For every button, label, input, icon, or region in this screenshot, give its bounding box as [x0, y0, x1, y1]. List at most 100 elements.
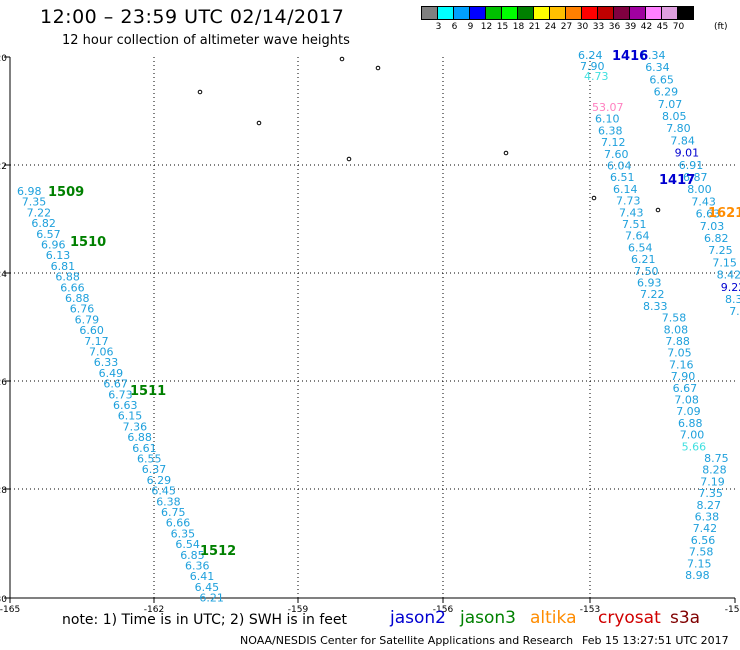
swh-value: 6.38	[598, 124, 623, 137]
legend-cryosat: cryosat	[598, 608, 661, 628]
swh-value: 7.35	[22, 196, 47, 209]
swh-value: 6.21	[631, 253, 656, 266]
swh-value: 7.80	[666, 122, 691, 135]
x-tick-label: -154	[725, 605, 740, 615]
swh-value: 6.88	[65, 292, 90, 305]
y-tick-label: -24	[0, 270, 7, 280]
island-marker	[256, 120, 262, 126]
swh-value: 6.34	[641, 49, 666, 62]
swh-value: 6.96	[41, 239, 66, 252]
swh-value: 6.51	[610, 171, 635, 184]
swh-value: 6.36	[185, 560, 210, 573]
swh-value: 6.66	[166, 517, 191, 530]
swh-value: 7.06	[89, 346, 114, 359]
swh-value: 6.45	[195, 581, 220, 594]
y-tick-label: -30	[0, 595, 7, 605]
swh-value: 8.98	[685, 569, 710, 582]
swh-value: 6.63	[696, 208, 721, 221]
color-scale-label: 6	[451, 22, 458, 32]
swh-value: 6.75	[161, 506, 186, 519]
swh-value: 6.54	[175, 538, 200, 551]
swh-value: 6.10	[595, 113, 620, 126]
swh-value: 7.43	[691, 195, 716, 208]
swh-value: 7.58	[689, 546, 714, 559]
island-marker	[197, 89, 203, 95]
color-scale-unit: (ft)	[714, 22, 728, 32]
swh-value: 7.43	[619, 206, 644, 219]
swh-value: 7.00	[680, 429, 705, 442]
swh-value: 6.57	[36, 228, 61, 241]
island-marker	[375, 65, 381, 71]
color-scale-label: 21	[528, 22, 541, 32]
swh-value: 6.63	[113, 399, 138, 412]
swh-value: 6.14	[613, 183, 638, 196]
swh-value: 7.15	[687, 557, 712, 570]
swh-value: 8.75	[704, 452, 729, 465]
color-scale-label: 70	[672, 22, 685, 32]
swh-value: 6.67	[673, 382, 698, 395]
color-scale-label: 45	[656, 22, 669, 32]
swh-value: 7.50	[634, 265, 659, 278]
swh-value: 6.81	[51, 260, 76, 273]
swh-value: 6.60	[79, 324, 104, 337]
swh-value: 7.15	[712, 256, 737, 269]
swh-value: 8.33	[643, 300, 668, 313]
legend-s3a: s3a	[670, 608, 701, 628]
color-scale-label: 12	[480, 22, 493, 32]
pass-label: 1416	[612, 49, 648, 64]
swh-value: 6.55	[137, 453, 162, 466]
y-tick-label: -28	[0, 486, 7, 496]
x-tick-label: -162	[144, 605, 164, 615]
swh-value: 7.90	[580, 60, 605, 73]
pass-label: 1621	[708, 206, 740, 221]
swh-value: 6.29	[147, 474, 172, 487]
swh-value: 6.33	[94, 356, 119, 369]
swh-value: 4.73	[584, 70, 609, 83]
island-marker	[655, 207, 661, 213]
swh-value: 8.27	[697, 499, 722, 512]
swh-value: 6.49	[99, 367, 124, 380]
color-scale-label: 15	[496, 22, 509, 32]
color-scale-label: 24	[544, 22, 557, 32]
y-tick-label: -20	[0, 54, 7, 64]
swh-value: 6.93	[637, 277, 662, 290]
swh-value: 6.45	[151, 485, 176, 498]
x-tick-label: -153	[580, 605, 600, 615]
swh-value: 6.29	[654, 86, 679, 99]
chart-title: 12:00 – 23:59 UTC 02/14/2017	[40, 6, 345, 28]
swh-value: 7.03	[700, 220, 725, 233]
island-marker	[503, 150, 509, 156]
x-tick-label: -165	[0, 605, 20, 615]
swh-value: 7.72	[729, 305, 740, 318]
swh-value: 7.60	[604, 148, 629, 161]
legend-jason2: jason2	[390, 608, 446, 628]
swh-value: 6.88	[678, 417, 703, 430]
swh-value: 6.13	[46, 249, 71, 262]
swh-value: 8.28	[702, 464, 727, 477]
pass-label: 1512	[200, 544, 236, 559]
swh-value: 9.22	[721, 281, 740, 294]
swh-value: 6.35	[171, 527, 196, 540]
chart-subtitle: 12 hour collection of altimeter wave hei…	[62, 33, 350, 48]
pass-label: 1511	[130, 384, 166, 399]
swh-value: 6.82	[704, 232, 729, 245]
swh-value: 7.73	[616, 195, 641, 208]
color-scale-label: 9	[467, 22, 474, 32]
color-scale-label: 42	[640, 22, 653, 32]
pass-label: 1509	[48, 185, 84, 200]
swh-value: 6.15	[118, 410, 143, 423]
swh-value: 6.24	[578, 49, 603, 62]
generated-timestamp: Feb 15 13:27:51 UTC 2017	[582, 634, 729, 647]
credit-line: NOAA/NESDIS Center for Satellite Applica…	[240, 634, 574, 647]
swh-value: 7.08	[674, 394, 699, 407]
swh-value: 7.42	[693, 522, 718, 535]
swh-value: 6.37	[142, 463, 167, 476]
color-scale-label: 33	[592, 22, 605, 32]
swh-value: 7.09	[676, 405, 701, 418]
swh-value: 7.25	[708, 244, 733, 257]
swh-value: 6.41	[190, 570, 215, 583]
y-tick-label: -26	[0, 378, 7, 388]
swh-value: 8.38	[725, 293, 740, 306]
swh-value: 6.82	[31, 217, 56, 230]
